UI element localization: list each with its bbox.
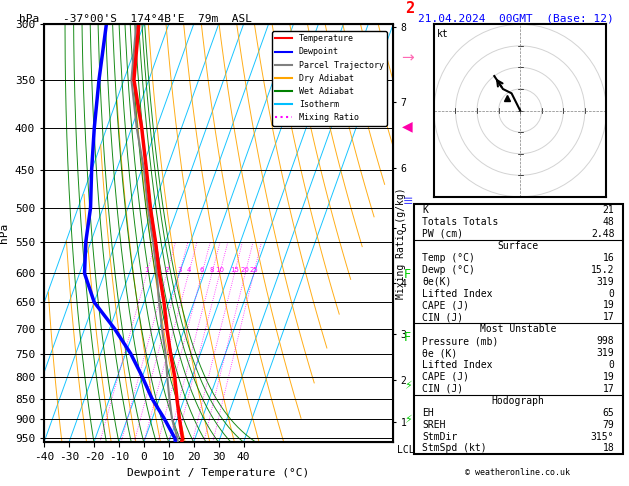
Text: 19: 19 — [603, 300, 615, 311]
Text: ⚡: ⚡ — [404, 416, 411, 425]
Text: Pressure (mb): Pressure (mb) — [422, 336, 499, 346]
Text: θe (K): θe (K) — [422, 348, 457, 358]
Text: 0: 0 — [608, 289, 615, 298]
Text: 3: 3 — [177, 267, 182, 273]
Text: ◀: ◀ — [403, 120, 413, 133]
Text: CIN (J): CIN (J) — [422, 312, 464, 322]
Text: 998: 998 — [597, 336, 615, 346]
Text: 8: 8 — [209, 267, 214, 273]
X-axis label: Dewpoint / Temperature (°C): Dewpoint / Temperature (°C) — [128, 468, 309, 478]
Text: 17: 17 — [603, 384, 615, 394]
Text: 16: 16 — [603, 253, 615, 263]
Text: 1: 1 — [145, 267, 149, 273]
Text: →: → — [401, 51, 414, 66]
Text: 10: 10 — [215, 267, 225, 273]
Text: Hodograph: Hodograph — [492, 396, 545, 406]
Text: 18: 18 — [603, 443, 615, 453]
Text: F: F — [404, 268, 411, 281]
Text: Most Unstable: Most Unstable — [480, 324, 557, 334]
Text: 25: 25 — [250, 267, 258, 273]
Text: 15.2: 15.2 — [591, 265, 615, 275]
Text: F: F — [404, 331, 411, 344]
Text: Totals Totals: Totals Totals — [422, 217, 499, 227]
Text: Mixing Ratio (g/kg): Mixing Ratio (g/kg) — [396, 187, 406, 299]
Legend: Temperature, Dewpoint, Parcel Trajectory, Dry Adiabat, Wet Adiabat, Isotherm, Mi: Temperature, Dewpoint, Parcel Trajectory… — [272, 31, 387, 126]
Text: 48: 48 — [603, 217, 615, 227]
Text: 319: 319 — [597, 348, 615, 358]
Text: ≡: ≡ — [403, 195, 413, 208]
Text: CIN (J): CIN (J) — [422, 384, 464, 394]
Text: K: K — [422, 205, 428, 215]
Text: PW (cm): PW (cm) — [422, 229, 464, 239]
Text: SREH: SREH — [422, 419, 446, 430]
Text: Dewp (°C): Dewp (°C) — [422, 265, 475, 275]
Text: 79: 79 — [603, 419, 615, 430]
Text: -37°00'S  174°4B'E  79m  ASL: -37°00'S 174°4B'E 79m ASL — [63, 14, 252, 24]
Text: θe(K): θe(K) — [422, 277, 452, 287]
Text: 2.48: 2.48 — [591, 229, 615, 239]
Text: kt: kt — [437, 30, 449, 39]
Text: 315°: 315° — [591, 432, 615, 442]
Text: 319: 319 — [597, 277, 615, 287]
Text: 15: 15 — [230, 267, 239, 273]
Text: © weatheronline.co.uk: © weatheronline.co.uk — [465, 469, 569, 477]
Text: EH: EH — [422, 408, 434, 417]
Text: 6: 6 — [200, 267, 204, 273]
Text: hPa: hPa — [19, 14, 39, 24]
Text: 2: 2 — [405, 1, 415, 16]
Text: 0: 0 — [608, 360, 615, 370]
Y-axis label: hPa: hPa — [0, 223, 9, 243]
Text: Surface: Surface — [498, 241, 539, 251]
Text: CAPE (J): CAPE (J) — [422, 300, 469, 311]
Text: 21.04.2024  00GMT  (Base: 12): 21.04.2024 00GMT (Base: 12) — [418, 14, 614, 24]
Text: 20: 20 — [241, 267, 250, 273]
Text: 65: 65 — [603, 408, 615, 417]
Text: 19: 19 — [603, 372, 615, 382]
Text: Temp (°C): Temp (°C) — [422, 253, 475, 263]
Text: 21: 21 — [603, 205, 615, 215]
Text: LCL: LCL — [397, 445, 415, 454]
Text: 2: 2 — [165, 267, 169, 273]
Text: Lifted Index: Lifted Index — [422, 360, 493, 370]
Text: 17: 17 — [603, 312, 615, 322]
Text: 4: 4 — [186, 267, 191, 273]
Text: Lifted Index: Lifted Index — [422, 289, 493, 298]
Text: CAPE (J): CAPE (J) — [422, 372, 469, 382]
Text: StmDir: StmDir — [422, 432, 457, 442]
Text: ⚡: ⚡ — [404, 382, 411, 391]
Text: StmSpd (kt): StmSpd (kt) — [422, 443, 487, 453]
